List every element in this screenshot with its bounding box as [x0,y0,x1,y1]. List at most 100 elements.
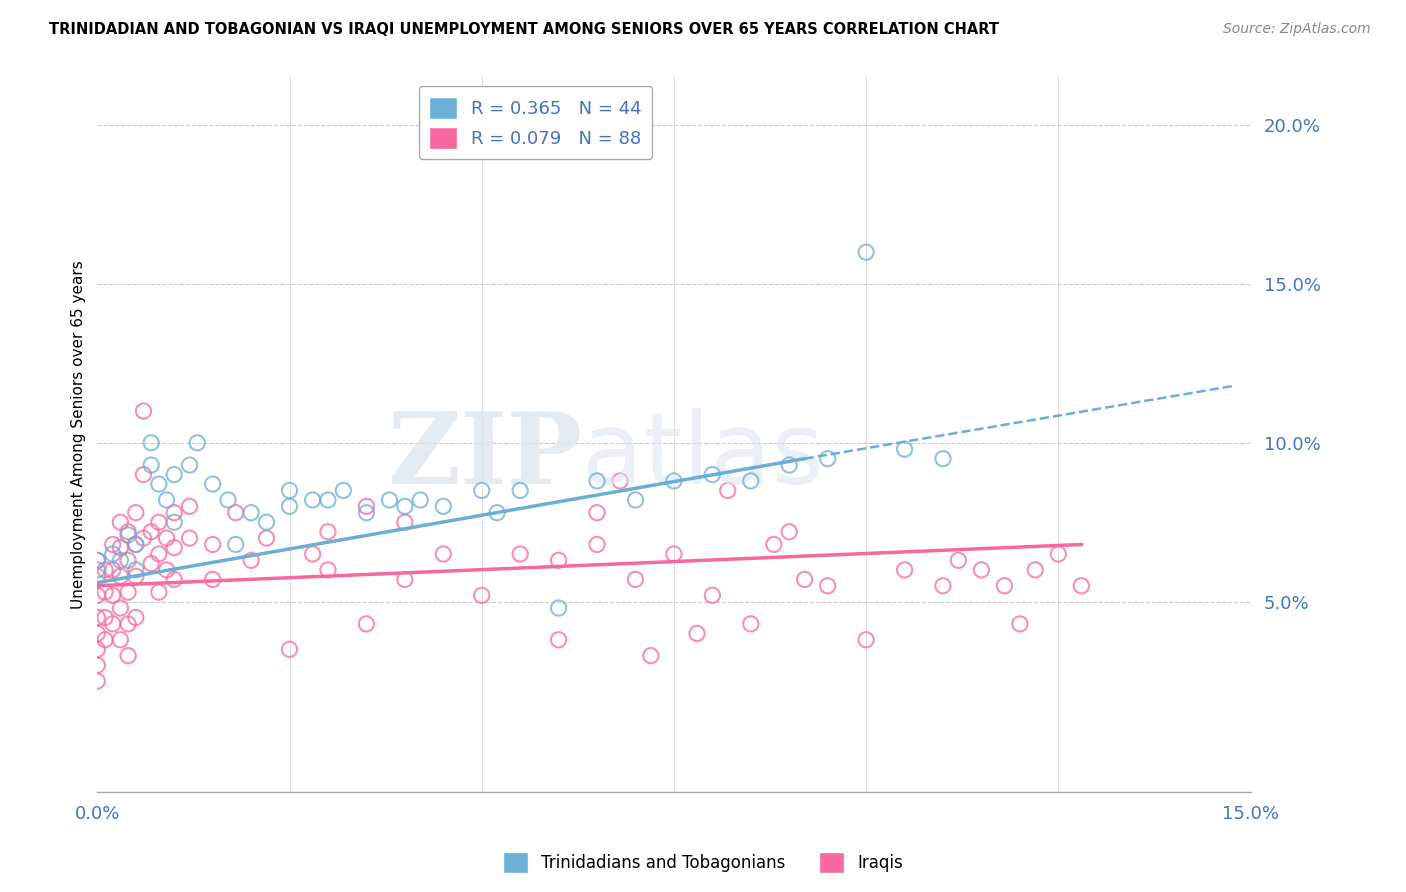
Point [586,474,609,488]
Point [110,601,132,615]
Point [640,648,662,663]
Point [86,610,108,624]
Point [201,537,224,551]
Point [125,610,148,624]
Point [117,585,139,599]
Point [163,541,186,555]
Point [509,547,531,561]
Point [662,474,685,488]
Point [125,563,148,577]
Point [141,458,163,472]
Point [817,579,839,593]
Point [356,506,378,520]
Point [717,483,740,498]
Point [125,537,148,551]
Point [432,500,454,514]
Point [86,588,108,602]
Point [225,537,247,551]
Point [509,483,531,498]
Legend: R = 0.365   N = 44, R = 0.079   N = 88: R = 0.365 N = 44, R = 0.079 N = 88 [419,87,652,160]
Point [547,553,569,567]
Point [148,515,170,529]
Point [316,493,339,508]
Point [117,524,139,539]
Point [101,616,124,631]
Point [702,588,724,602]
Point [793,573,815,587]
Point [817,451,839,466]
Point [141,435,163,450]
Point [686,626,709,640]
Point [163,467,186,482]
Point [332,483,354,498]
Point [316,563,339,577]
Point [1008,616,1031,631]
Point [94,610,117,624]
Y-axis label: Unemployment Among Seniors over 65 years: Unemployment Among Seniors over 65 years [72,260,86,609]
Point [86,674,108,689]
Point [148,477,170,491]
Point [225,506,247,520]
Point [110,541,132,555]
Point [201,573,224,587]
Point [740,616,762,631]
Point [240,553,263,567]
Point [662,547,685,561]
Point [86,553,108,567]
Point [217,493,239,508]
Point [179,500,201,514]
Point [301,493,323,508]
Point [356,500,378,514]
Point [378,493,401,508]
Point [117,553,139,567]
Point [86,563,108,577]
Point [163,506,186,520]
Point [624,573,647,587]
Point [110,515,132,529]
Point [86,658,108,673]
Point [586,506,609,520]
Point [1070,579,1092,593]
Point [356,616,378,631]
Point [547,601,569,615]
Point [94,632,117,647]
Point [110,553,132,567]
Point [256,531,278,545]
Point [132,467,155,482]
Point [609,474,631,488]
Point [547,632,569,647]
Point [993,579,1015,593]
Point [101,537,124,551]
Point [86,642,108,657]
Point [316,524,339,539]
Point [86,626,108,640]
Point [778,524,800,539]
Point [155,563,177,577]
Point [409,493,432,508]
Point [471,588,494,602]
Legend: Trinidadians and Tobagonians, Iraqis: Trinidadians and Tobagonians, Iraqis [496,846,910,880]
Text: Source: ZipAtlas.com: Source: ZipAtlas.com [1223,22,1371,37]
Point [893,563,915,577]
Point [762,537,785,551]
Point [394,515,416,529]
Point [256,515,278,529]
Point [125,537,148,551]
Point [141,557,163,571]
Point [163,573,186,587]
Point [117,616,139,631]
Text: ZIP: ZIP [387,408,582,505]
Point [486,506,509,520]
Point [125,506,148,520]
Point [101,588,124,602]
Point [855,245,877,260]
Point [117,528,139,542]
Point [101,547,124,561]
Point [278,642,301,657]
Point [132,531,155,545]
Point [86,553,108,567]
Text: TRINIDADIAN AND TOBAGONIAN VS IRAQI UNEMPLOYMENT AMONG SENIORS OVER 65 YEARS COR: TRINIDADIAN AND TOBAGONIAN VS IRAQI UNEM… [49,22,1000,37]
Point [132,404,155,418]
Point [932,579,955,593]
Point [94,585,117,599]
